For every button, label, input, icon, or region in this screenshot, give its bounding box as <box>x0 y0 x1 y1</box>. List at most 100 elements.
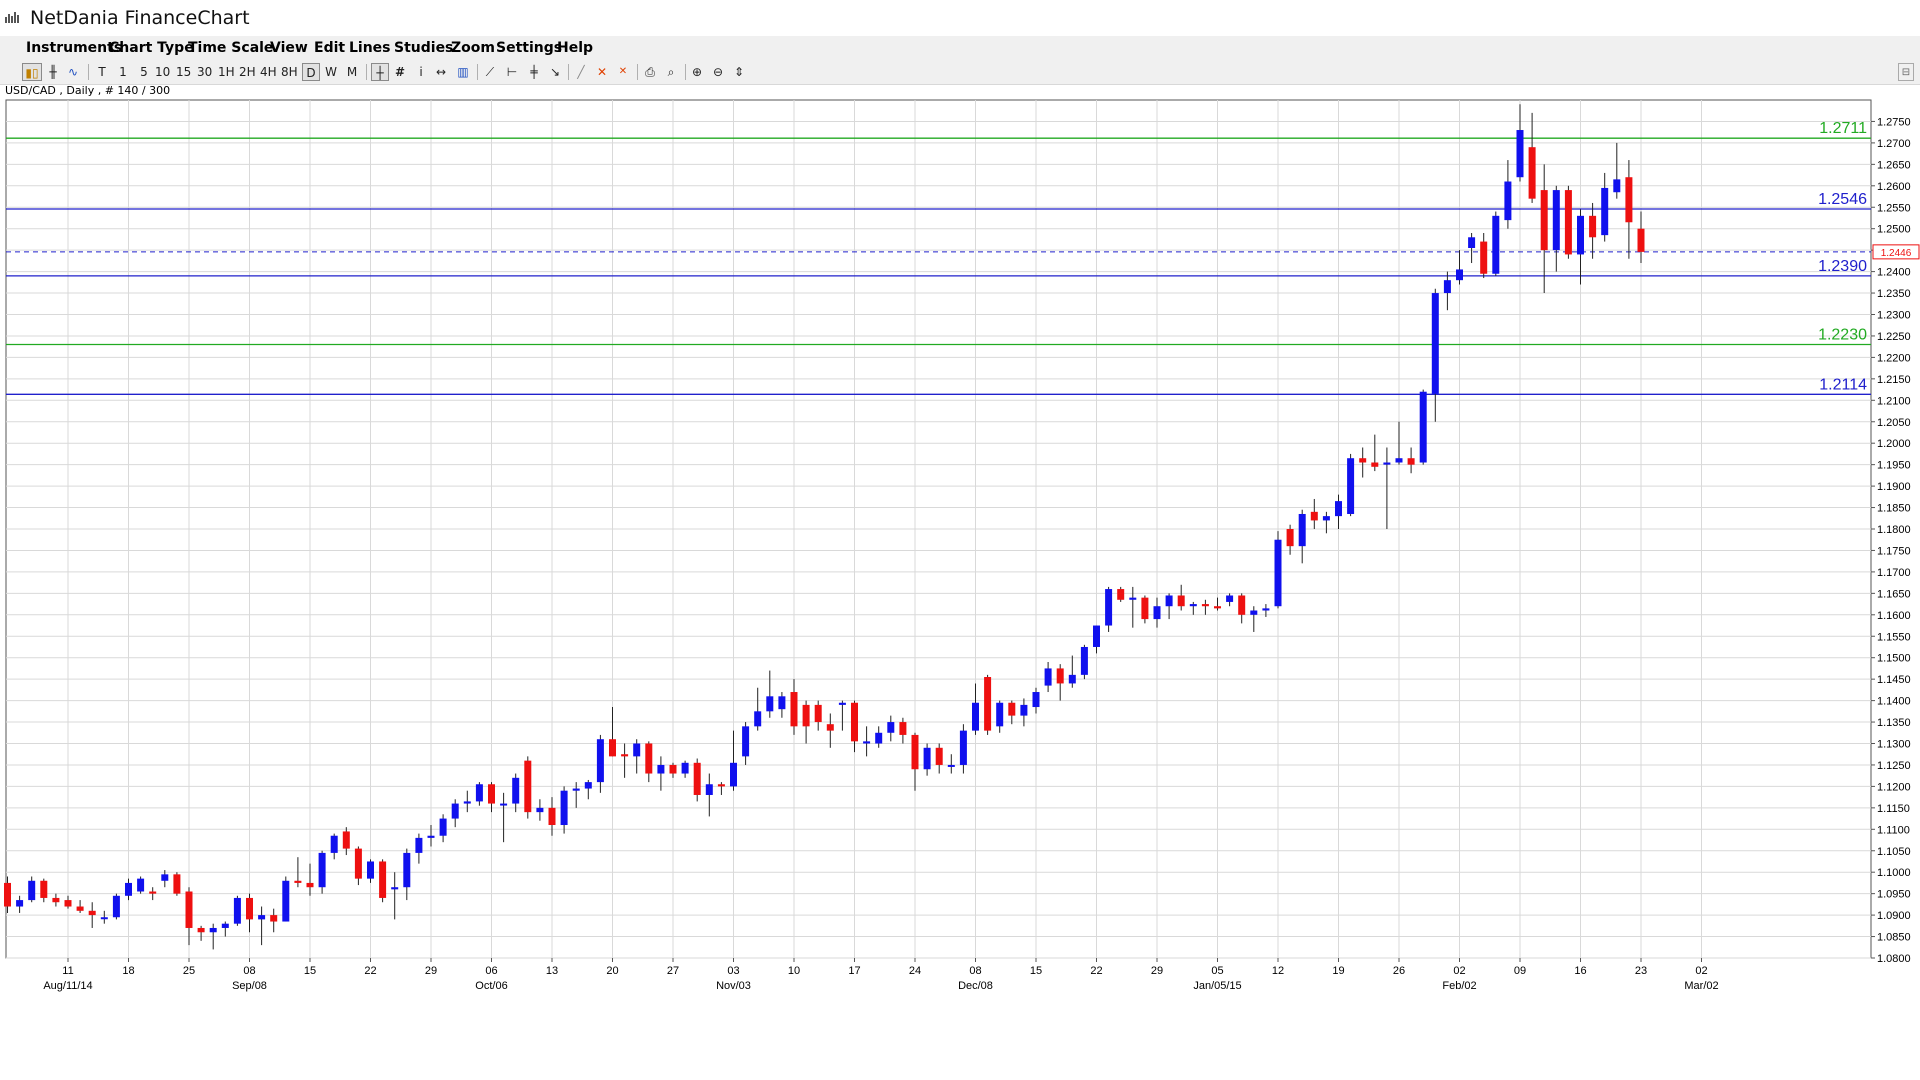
candle-body[interactable] <box>1540 190 1548 251</box>
candle-body[interactable] <box>330 835 338 853</box>
candle-body[interactable] <box>379 861 387 898</box>
candle-body[interactable] <box>972 702 979 731</box>
candle-body[interactable] <box>1093 625 1100 647</box>
candle-body[interactable] <box>1407 458 1415 465</box>
candle-body[interactable] <box>209 927 217 933</box>
candle-body[interactable] <box>1528 147 1536 199</box>
candle-body[interactable] <box>935 747 943 765</box>
timescale-weekly[interactable]: W <box>325 65 337 79</box>
candle-body[interactable] <box>415 837 423 853</box>
candle-body[interactable] <box>778 696 786 710</box>
candle-body[interactable] <box>439 818 447 836</box>
candle-body[interactable] <box>1117 589 1125 600</box>
candle-body[interactable] <box>984 677 992 731</box>
candle-body[interactable] <box>1431 293 1439 394</box>
menu-instruments[interactable]: Instruments <box>26 40 123 56</box>
candle-body[interactable] <box>609 739 616 757</box>
menu-view[interactable]: View <box>270 40 308 56</box>
candle-body[interactable] <box>1226 595 1234 602</box>
candle-body[interactable] <box>1419 391 1427 463</box>
candle-body[interactable] <box>851 702 858 742</box>
candle-body[interactable] <box>294 880 302 883</box>
zoom-in-icon[interactable]: ⊕ <box>691 65 703 79</box>
candle-body[interactable] <box>1298 513 1306 547</box>
zoom-out-icon[interactable]: ⊖ <box>712 65 724 79</box>
channel-icon[interactable]: ╪ <box>530 65 538 79</box>
pan-icon[interactable]: ↔ <box>435 65 447 79</box>
candle-body[interactable] <box>100 917 108 920</box>
candle-body[interactable] <box>584 782 592 789</box>
menu-time-scale[interactable]: Time Scale <box>188 40 274 56</box>
candle-body[interactable] <box>1456 269 1463 281</box>
candle-body[interactable] <box>681 762 689 774</box>
candle-body[interactable] <box>524 760 532 813</box>
timescale-tick[interactable]: T <box>98 65 106 79</box>
candle-body[interactable] <box>887 722 895 733</box>
candle-body[interactable] <box>1250 610 1258 615</box>
candle-body[interactable] <box>657 764 665 774</box>
candle-body[interactable] <box>548 807 556 826</box>
candle-body[interactable] <box>947 764 955 767</box>
ohlc-bar-icon[interactable]: ╫ <box>49 65 57 79</box>
candle-body[interactable] <box>1480 241 1488 274</box>
candle-body[interactable] <box>28 880 36 901</box>
candle-body[interactable] <box>258 915 266 920</box>
candle-body[interactable] <box>560 790 568 826</box>
candle-body[interactable] <box>730 762 737 787</box>
candle-body[interactable] <box>596 739 604 783</box>
candle-body[interactable] <box>149 891 157 894</box>
menu-studies[interactable]: Studies <box>394 40 454 56</box>
candle-body[interactable] <box>1274 539 1282 607</box>
menu-lines[interactable]: Lines <box>349 40 391 56</box>
candle-body[interactable] <box>1347 458 1355 514</box>
candle-body[interactable] <box>1044 668 1052 686</box>
candle-body[interactable] <box>1589 215 1597 238</box>
candle-body[interactable] <box>1153 606 1161 620</box>
candle-body[interactable] <box>1359 458 1367 463</box>
candle-body[interactable] <box>1637 228 1645 252</box>
candle-body[interactable] <box>911 734 919 770</box>
delete-icon[interactable]: ✕ <box>596 65 608 79</box>
candle-body[interactable] <box>1577 215 1584 255</box>
fibonacci-icon[interactable]: ⊢ <box>506 65 518 79</box>
candle-body[interactable] <box>1286 529 1294 547</box>
candle-body[interactable] <box>814 704 822 723</box>
candle-body[interactable] <box>899 722 907 735</box>
candle-body[interactable] <box>137 878 145 892</box>
candle-body[interactable] <box>959 730 967 765</box>
candle-body[interactable] <box>16 900 24 907</box>
candle-body[interactable] <box>318 852 326 888</box>
candle-body[interactable] <box>1335 501 1342 517</box>
candle-body[interactable] <box>717 784 725 787</box>
candle-body[interactable] <box>1443 280 1451 294</box>
candle-body[interactable] <box>766 696 774 712</box>
candle-body[interactable] <box>488 784 495 804</box>
timescale-daily[interactable]: D <box>302 63 320 81</box>
crosshair-icon[interactable]: ┼ <box>371 63 389 81</box>
candle-body[interactable] <box>342 831 350 849</box>
candle-body[interactable] <box>1214 606 1221 609</box>
candle-body[interactable] <box>1129 597 1137 600</box>
candle-body[interactable] <box>572 788 580 791</box>
candlestick-icon[interactable]: ▮▯ <box>22 63 42 81</box>
candle-body[interactable] <box>1504 181 1512 221</box>
candle-body[interactable] <box>1516 130 1524 178</box>
candle-body[interactable] <box>645 743 653 774</box>
candle-body[interactable] <box>1177 595 1185 607</box>
timescale-4h[interactable]: 4H <box>260 65 277 79</box>
menu-chart-type[interactable]: Chart Type <box>109 40 194 56</box>
timescale-2h[interactable]: 2H <box>239 65 256 79</box>
candle-body[interactable] <box>633 743 641 757</box>
candle-body[interactable] <box>1371 462 1379 467</box>
candle-body[interactable] <box>463 801 471 804</box>
candle-body[interactable] <box>705 784 713 795</box>
candle-body[interactable] <box>875 732 883 744</box>
trendline-icon[interactable]: ⟋ <box>485 65 495 79</box>
candle-body[interactable] <box>754 711 762 727</box>
print-preview-icon[interactable]: ⌕ <box>667 65 675 79</box>
candle-body[interactable] <box>1068 674 1076 684</box>
candle-body[interactable] <box>1310 511 1318 521</box>
candle-body[interactable] <box>500 803 508 806</box>
candle-body[interactable] <box>40 880 48 898</box>
candle-body[interactable] <box>270 915 278 922</box>
